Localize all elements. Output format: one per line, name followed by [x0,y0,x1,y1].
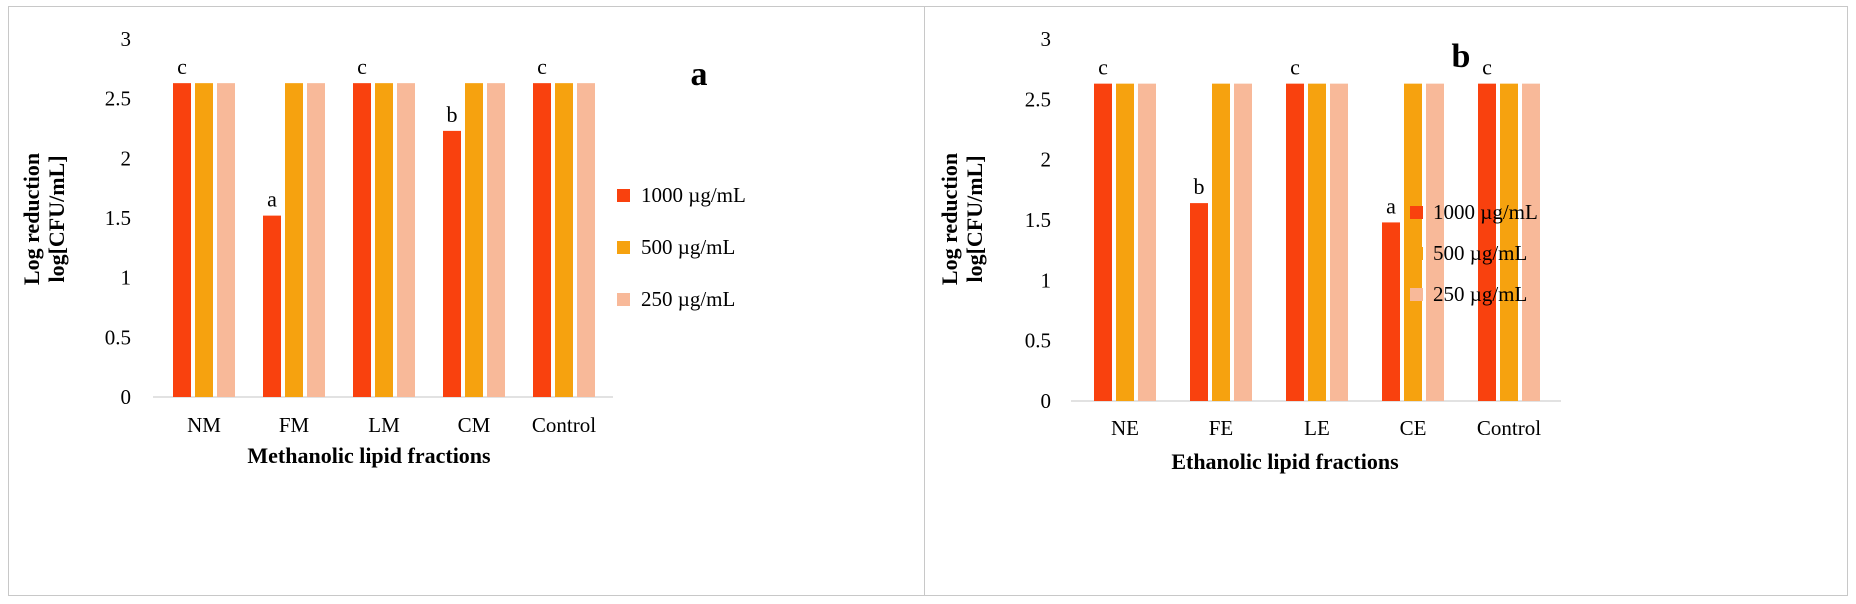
bar-500-le [1308,83,1326,401]
bar-250-lm [397,83,415,398]
panel-letter: a [691,56,708,93]
x-category-label: FE [1209,416,1234,440]
bar-250-ne [1138,83,1156,401]
y-tick-label: 1 [121,266,132,290]
bar-250-cm [487,83,505,398]
y-axis-title-line1: Log reduction [937,153,962,285]
bar-250-fe [1234,83,1252,401]
legend-label: 1000 µg/mL [1433,200,1538,224]
y-tick-label: 2 [121,146,132,170]
significance-letter: c [1290,55,1300,80]
bar-500-fm [285,83,303,398]
significance-letter: c [537,54,547,79]
x-category-label: CE [1400,416,1427,440]
y-axis-title: Log reductionlog[CFU/mL] [19,153,69,285]
bar-500-lm [375,83,393,398]
bar-1000-fm [263,215,281,397]
bar-1000-nm [173,83,191,398]
y-tick-label: 0 [1041,389,1052,413]
x-category-label: NE [1111,416,1139,440]
bar-500-fe [1212,83,1230,401]
x-axis-title: Methanolic lipid fractions [247,443,491,468]
y-tick-label: 2 [1041,148,1052,172]
y-axis-title: Log reductionlog[CFU/mL] [937,153,987,285]
bar-1000-ce [1382,222,1400,401]
bar-250-ce [1426,83,1444,401]
y-tick-label: 0.5 [105,325,131,349]
bar-1000-control [533,83,551,398]
x-category-label: FM [279,413,310,437]
significance-letter: c [357,54,367,79]
x-axis-title: Ethanolic lipid fractions [1171,449,1399,474]
panel-letter: b [1452,38,1471,75]
legend-label: 500 µg/mL [641,235,735,259]
legend-swatch [617,293,630,306]
legend-label: 1000 µg/mL [641,183,746,207]
x-category-label: Control [1477,416,1541,440]
x-category-label: LM [368,413,400,437]
bar-250-nm [217,83,235,398]
significance-letter: c [177,54,187,79]
chart-panel-b: 0 0.5 1 1.5 2 2.5 3 c NE b FE c LE a CE c Control Ethanol… [924,6,1848,596]
x-category-label: LE [1304,416,1330,440]
bar-500-ce [1404,83,1422,401]
y-tick-label: 1 [1041,268,1052,292]
y-tick-label: 3 [1041,27,1052,51]
legend-swatch [1410,206,1423,219]
legend-swatch [617,241,630,254]
y-tick-label: 0 [121,385,132,409]
significance-letter: b [447,102,458,127]
significance-letter: a [1386,193,1396,218]
bar-250-control [1522,83,1540,401]
chart-b-svg: 0 0.5 1 1.5 2 2.5 3 c NE b FE c LE a CE c Control Ethanol… [937,27,1561,474]
y-tick-label: 3 [121,27,132,51]
y-axis-title-line1: Log reduction [19,153,44,285]
bar-250-le [1330,83,1348,401]
y-tick-label: 1.5 [1025,208,1051,232]
legend-label: 500 µg/mL [1433,241,1527,265]
bar-500-cm [465,83,483,398]
bar-500-control [1500,83,1518,401]
legend-swatch [617,189,630,202]
significance-letter: b [1194,174,1205,199]
legend-label: 250 µg/mL [641,287,735,311]
bar-250-fm [307,83,325,398]
bar-1000-ne [1094,83,1112,401]
significance-letter: c [1098,55,1108,80]
legend-swatch [1410,288,1423,301]
bar-1000-lm [353,83,371,398]
x-category-label: CM [458,413,491,437]
bar-1000-control [1478,83,1496,401]
bar-1000-le [1286,83,1304,401]
x-category-label: NM [187,413,221,437]
significance-letter: a [267,187,277,212]
chart-panel-a: 0 0.5 1 1.5 2 2.5 3 c NM a FM c LM b CM c Control Methano… [8,6,926,596]
bar-500-control [555,83,573,398]
bar-250-control [577,83,595,398]
y-tick-label: 0.5 [1025,329,1051,353]
y-tick-label: 1.5 [105,206,131,230]
bar-500-ne [1116,83,1134,401]
bar-1000-cm [443,130,461,397]
bar-1000-fe [1190,203,1208,401]
y-tick-label: 2.5 [105,87,131,111]
legend-label: 250 µg/mL [1433,282,1527,306]
y-axis-title-line2: log[CFU/mL] [962,155,987,282]
chart-a-svg: 0 0.5 1 1.5 2 2.5 3 c NM a FM c LM b CM c Control Methano… [19,27,746,468]
y-axis-title-line2: log[CFU/mL] [44,155,69,282]
x-category-label: Control [532,413,596,437]
significance-letter: c [1482,55,1492,80]
legend-swatch [1410,247,1423,260]
y-tick-label: 2.5 [1025,87,1051,111]
bar-500-nm [195,83,213,398]
